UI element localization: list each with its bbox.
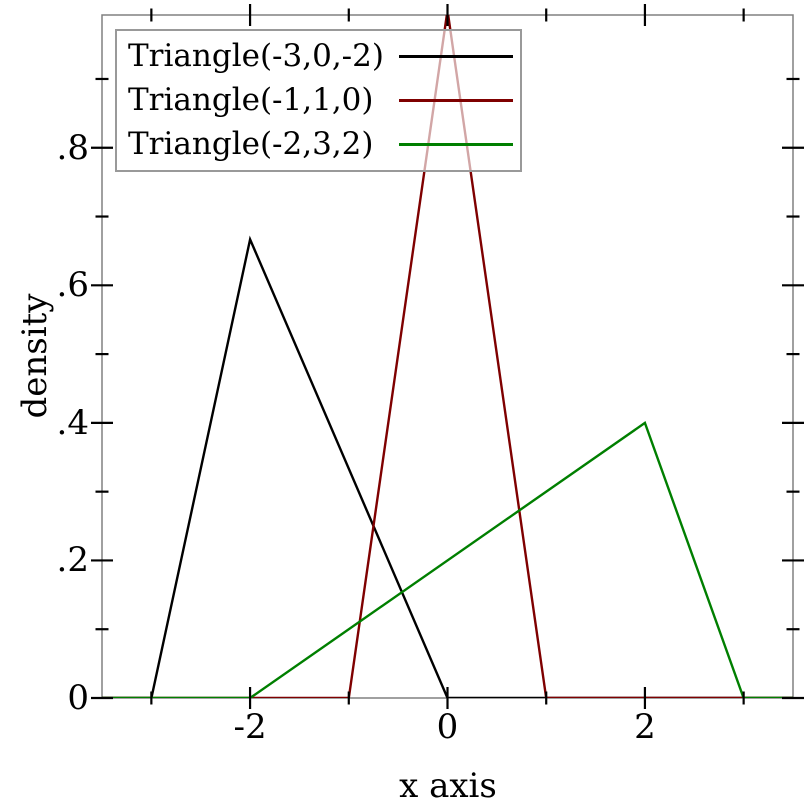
legend-line-sample [399,142,513,146]
legend-entry: Triangle(-2,3,2) [117,122,520,166]
legend: Triangle(-3,0,-2) Triangle(-1,1,0) Trian… [115,29,522,172]
y-tick-label: .2 [56,540,89,581]
plot-line-0 [102,235,793,698]
x-axis-label: x axis [399,766,497,806]
plot-line-2 [102,421,793,698]
x-tick-label: 0 [436,707,459,747]
y-tick-label: .8 [56,127,89,168]
tick-marks [91,4,804,709]
plot-lines [102,15,793,698]
y-tick-label: .4 [56,402,89,443]
y-tick-label: 0 [67,678,89,718]
legend-label: Triangle(-2,3,2) [128,126,374,162]
legend-label: Triangle(-1,1,0) [128,82,374,118]
legend-line-sample [399,98,513,102]
x-tick-label: -2 [233,707,267,747]
x-tick-label: 2 [634,707,656,747]
legend-line-sample [399,54,513,58]
legend-entry: Triangle(-3,0,-2) [117,34,520,78]
legend-entry: Triangle(-1,1,0) [117,78,520,122]
y-axis-label: density [15,293,55,419]
legend-label: Triangle(-3,0,-2) [128,38,384,74]
y-tick-label: .6 [56,265,89,306]
